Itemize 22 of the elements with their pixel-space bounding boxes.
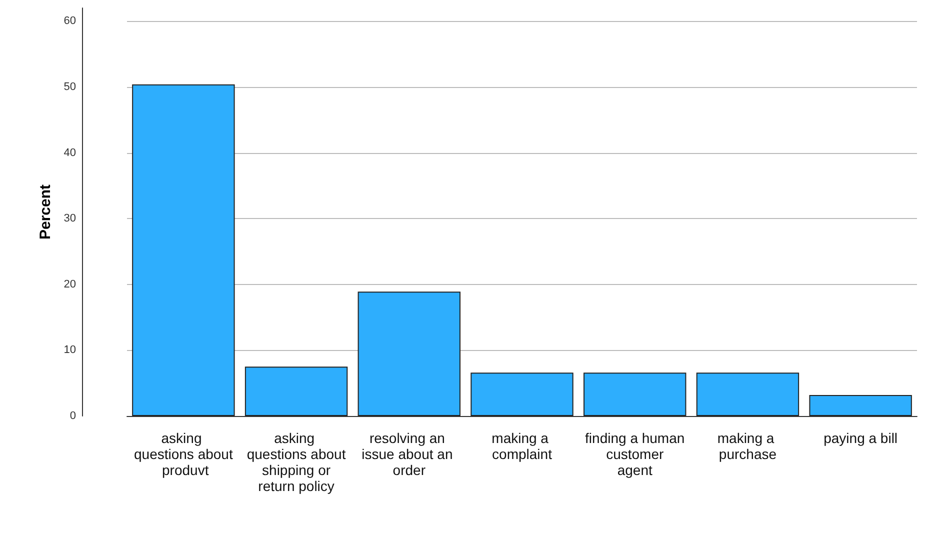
x-tick-label: asking questions about produvt [134,430,233,478]
y-tick-label: 50 [64,80,76,93]
bar [132,84,235,416]
y-tick-label: 20 [64,278,76,290]
y-tick-label: 40 [64,146,76,159]
y-tick-label: 0 [70,410,76,422]
x-tick-label: finding a human customer agent [585,430,685,478]
y-axis-title: Percent [36,184,54,240]
y-tick-label: 60 [64,15,76,28]
x-tick-label: resolving an issue about an order [362,430,457,478]
x-tick-label: making a purchase [717,430,778,462]
bar [358,292,460,416]
x-tick-label: paying a bill [824,430,898,446]
y-tick-label: 10 [64,344,76,356]
bar [696,372,800,416]
x-tick-label: asking questions about shipping or return policy [246,430,346,494]
bar [584,372,686,416]
bar [809,394,912,416]
bar [470,372,574,416]
x-tick-label: making a complaint [492,430,552,462]
bar [244,366,348,416]
y-tick-label: 30 [64,212,76,225]
